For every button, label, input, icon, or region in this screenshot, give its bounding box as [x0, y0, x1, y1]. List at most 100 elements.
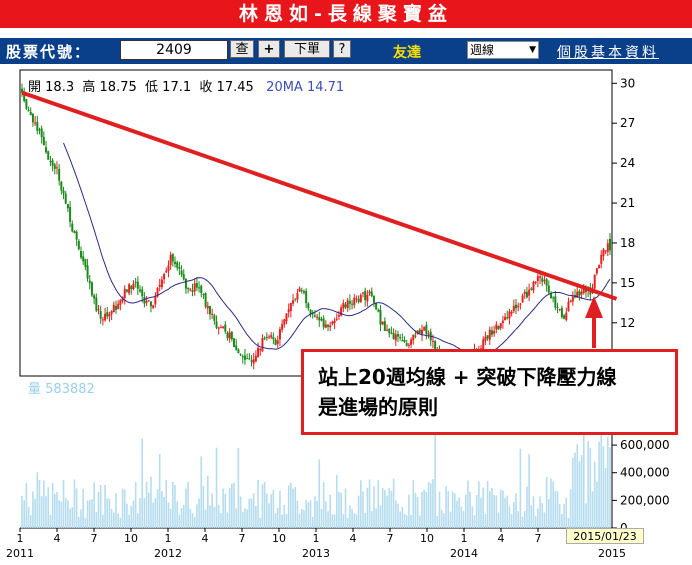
x-tick-label: 1	[17, 532, 24, 545]
candle-body	[604, 250, 607, 252]
search-button[interactable]: 查	[230, 40, 254, 58]
candle-body	[421, 329, 424, 335]
open-value: 18.3	[45, 80, 75, 95]
candle-body	[180, 270, 183, 275]
stock-code-label: 股票代號：	[6, 43, 92, 61]
candle-body	[270, 335, 273, 338]
candle-body	[582, 288, 585, 294]
volume-bar	[574, 452, 576, 528]
volume-bar	[526, 486, 528, 528]
volume-bar	[596, 481, 598, 528]
price-panel-frame	[19, 69, 613, 377]
volume-bar	[578, 461, 581, 528]
volume-bar	[504, 497, 506, 528]
candle-body	[327, 324, 330, 327]
volume-bar	[290, 482, 292, 528]
add-button[interactable]: +	[258, 40, 280, 58]
candle-body	[512, 305, 515, 312]
period-select[interactable]: 週線 ▼	[467, 41, 539, 59]
volume-bar	[60, 501, 63, 528]
candle-body	[298, 288, 301, 292]
candle-body	[501, 320, 504, 324]
candle-body	[278, 329, 281, 340]
candle-body	[571, 296, 574, 302]
volume-bar	[405, 515, 408, 528]
candle-body	[359, 295, 362, 302]
volume-bar	[93, 482, 95, 528]
candle-body	[292, 300, 295, 304]
candle-body	[434, 341, 437, 350]
candle-body	[108, 314, 111, 317]
stock-code-input[interactable]: 2409	[120, 40, 228, 60]
volume-bar	[86, 500, 89, 528]
candle-body	[499, 323, 502, 328]
volume-bar	[386, 495, 388, 528]
order-button[interactable]: 下單	[284, 40, 330, 58]
candle-body	[567, 301, 570, 312]
volume-bar	[598, 441, 600, 528]
volume-bar	[309, 500, 312, 528]
x-tick-label: 7	[387, 532, 394, 545]
candle-body	[88, 280, 91, 284]
open-label: 開	[28, 80, 42, 95]
candle-body	[195, 282, 198, 288]
candle-body	[152, 305, 155, 308]
candle-body	[149, 301, 152, 307]
volume-tick-label: 600,000	[620, 438, 670, 452]
volume-bar	[58, 500, 60, 528]
annotation-line-2: 是進場的原則	[318, 395, 438, 419]
candle-body	[425, 324, 428, 335]
candle-body	[370, 291, 373, 297]
volume-bar	[29, 515, 32, 528]
candle-body	[165, 270, 168, 273]
volume-bar	[137, 513, 139, 528]
candle-body	[123, 288, 126, 299]
volume-bar	[276, 507, 279, 528]
candle-body	[405, 343, 408, 346]
x-tick-label: 4	[202, 532, 209, 545]
volume-bar	[454, 493, 456, 528]
candle-body	[90, 282, 93, 296]
candle-body	[569, 300, 572, 302]
candle-body	[549, 293, 552, 299]
candle-body	[38, 129, 41, 131]
volume-bar	[471, 506, 474, 528]
candle-body	[534, 281, 537, 283]
volume-label: 量 583882	[28, 378, 95, 397]
volume-bar	[246, 509, 248, 528]
candle-body	[346, 300, 349, 308]
volume-bar	[45, 496, 47, 528]
volume-bar	[21, 495, 23, 528]
candle-body	[104, 313, 107, 321]
stock-info-link[interactable]: 個股基本資料	[557, 45, 659, 61]
candle-body	[403, 339, 406, 342]
volume-bar	[318, 459, 321, 528]
candle-body	[372, 295, 375, 303]
candle-body	[143, 296, 146, 304]
candle-body	[29, 112, 32, 116]
candle-body	[388, 328, 391, 334]
candle-body	[250, 360, 253, 363]
candle-body	[324, 324, 327, 328]
volume-bar	[397, 503, 399, 528]
candle-body	[145, 301, 148, 303]
candle-body	[230, 331, 233, 340]
volume-bar	[429, 483, 432, 528]
candle-body	[515, 304, 518, 309]
volume-bar	[567, 517, 570, 528]
candle-body	[493, 330, 496, 334]
volume-bar	[298, 513, 301, 528]
candle-body	[311, 313, 314, 315]
candle-body	[51, 160, 54, 166]
volume-bar	[145, 481, 148, 528]
x-tick-label: 7	[535, 532, 542, 545]
candle-body	[313, 315, 316, 317]
help-button[interactable]: ?	[333, 40, 351, 58]
volume-bar	[412, 480, 415, 528]
candle-body	[554, 296, 557, 308]
volume-bar	[220, 513, 222, 528]
volume-bar	[283, 504, 286, 528]
volume-bar	[169, 508, 172, 528]
volume-bar	[128, 514, 130, 528]
volume-bar	[325, 501, 327, 528]
